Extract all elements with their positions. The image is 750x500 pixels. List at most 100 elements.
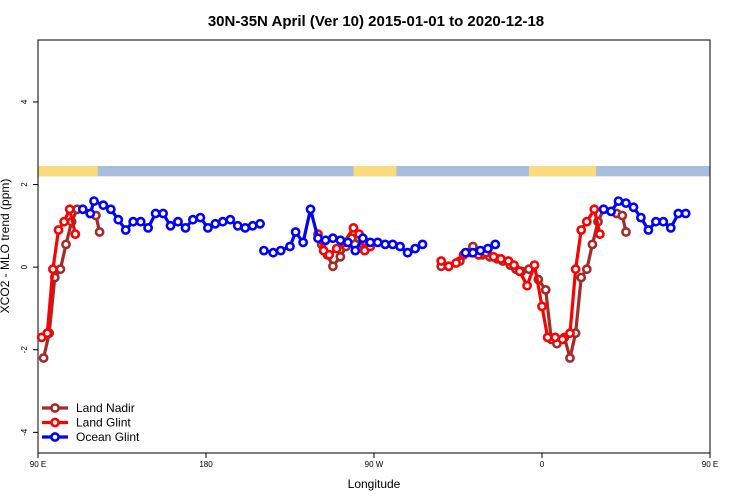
- x-tick-label-3: 0: [540, 460, 545, 469]
- point-land-nadir-0-0: [38, 353, 49, 363]
- point-ocean-glint-3-8: [658, 216, 669, 227]
- point-ocean-glint-1-19: [402, 247, 413, 258]
- point-ocean-glint-3-1: [606, 206, 616, 217]
- point-ocean-glint-0-10: [150, 208, 161, 219]
- point-ocean-glint-0-24: [255, 218, 265, 229]
- point-ocean-glint-3-5: [636, 212, 646, 223]
- point-ocean-glint-1-9: [327, 233, 338, 244]
- point-ocean-glint-3-0: [598, 204, 609, 215]
- point-ocean-glint-2-3: [482, 243, 493, 254]
- point-ocean-glint-0-15: [187, 214, 198, 225]
- series-ocean-glint: [77, 196, 691, 258]
- point-land-glint-2-23: [595, 229, 605, 239]
- point-land-nadir-3-8: [581, 264, 592, 275]
- x-tick-label-4: 90 E: [702, 460, 718, 469]
- point-ocean-glint-1-20: [410, 243, 420, 254]
- point-ocean-glint-2-2: [475, 245, 486, 256]
- legend-label-land-nadir: Land Nadir: [76, 401, 135, 415]
- point-ocean-glint-1-0: [258, 245, 269, 256]
- point-land-glint-2-15: [542, 332, 553, 343]
- point-ocean-glint-0-19: [217, 216, 228, 227]
- point-land-glint-2-22: [589, 204, 600, 215]
- point-land-nadir-0-9: [94, 227, 105, 237]
- point-ocean-glint-1-7: [313, 233, 323, 244]
- point-land-nadir-3-9: [587, 239, 598, 250]
- point-ocean-glint-3-11: [680, 208, 691, 219]
- y-tick-label-2: 0: [20, 264, 29, 269]
- x-tick-label-0: 90 E: [30, 460, 46, 469]
- point-ocean-glint-0-8: [135, 216, 146, 227]
- point-land-nadir-1-2: [327, 261, 338, 272]
- point-land-glint-1-5: [348, 222, 359, 233]
- point-land-glint-0-4: [59, 216, 69, 227]
- point-ocean-glint-1-15: [372, 237, 383, 248]
- point-ocean-glint-0-20: [225, 214, 236, 225]
- point-land-glint-2-8: [495, 253, 506, 264]
- point-ocean-glint-1-21: [417, 239, 428, 250]
- legend-label-land-glint: Land Glint: [76, 416, 131, 430]
- point-land-nadir-3-7: [576, 272, 587, 283]
- point-ocean-glint-0-16: [195, 212, 206, 223]
- point-land-glint-2-20: [576, 225, 587, 235]
- point-land-glint-1-3: [331, 243, 342, 254]
- point-ocean-glint-1-16: [380, 239, 391, 250]
- point-ocean-glint-3-3: [621, 198, 631, 208]
- point-ocean-glint-2-4: [490, 239, 501, 250]
- y-axis: -4 -2 0 2 4: [20, 99, 38, 436]
- point-land-glint-1-2: [324, 249, 335, 260]
- point-land-glint-0-2: [48, 264, 58, 275]
- point-land-glint-2-1: [443, 261, 454, 272]
- point-ocean-glint-0-4: [105, 204, 116, 215]
- x-tick-label-1: 180: [199, 460, 213, 469]
- x-axis-label: Longitude: [348, 477, 401, 491]
- point-ocean-glint-0-11: [158, 208, 168, 219]
- point-ocean-glint-0-6: [120, 225, 131, 235]
- legend-marker-ocean-glint: [50, 432, 60, 442]
- point-land-nadir-1-3: [335, 251, 346, 262]
- legend-marker-land-nadir: [50, 403, 60, 413]
- point-ocean-glint-0-18: [210, 218, 221, 229]
- point-ocean-glint-1-11: [342, 237, 353, 248]
- point-ocean-glint-0-14: [180, 222, 191, 233]
- point-ocean-glint-0-23: [247, 220, 258, 231]
- legend-label-ocean-glint: Ocean Glint: [76, 430, 140, 444]
- point-ocean-glint-3-6: [643, 225, 654, 235]
- point-land-nadir-0-4: [61, 239, 71, 250]
- point-ocean-glint-1-12: [350, 245, 361, 256]
- y-tick-label-1: -2: [20, 346, 29, 354]
- x-tick-label-2: 90 W: [365, 460, 384, 469]
- point-land-glint-2-10: [509, 260, 519, 270]
- point-ocean-glint-1-18: [395, 241, 405, 252]
- point-land-glint-2-11: [514, 266, 525, 277]
- y-tick-label-4: 4: [20, 99, 29, 104]
- land-band-0: [38, 165, 98, 177]
- y-tick-label-0: -4: [20, 428, 29, 436]
- point-ocean-glint-1-2: [275, 245, 286, 256]
- point-ocean-glint-0-2: [89, 196, 99, 206]
- point-land-glint-2-18: [565, 328, 575, 339]
- point-ocean-glint-0-1: [85, 208, 96, 219]
- point-ocean-glint-1-10: [335, 235, 346, 246]
- point-ocean-glint-3-2: [613, 196, 624, 206]
- point-land-glint-2-13: [529, 260, 540, 270]
- land-band-1: [353, 165, 397, 177]
- point-ocean-glint-1-13: [357, 233, 368, 244]
- point-ocean-glint-3-9: [665, 222, 676, 233]
- point-ocean-glint-1-3: [285, 241, 295, 252]
- point-land-glint-2-0: [436, 256, 447, 266]
- legend-marker-land-glint: [50, 417, 60, 428]
- x-axis: 90 E 180 90 W 0 90 E: [30, 453, 718, 469]
- point-land-glint-2-12: [522, 280, 532, 291]
- point-ocean-glint-1-1: [268, 247, 279, 258]
- chart-title: 30N-35N April (Ver 10) 2015-01-01 to 202…: [208, 13, 544, 30]
- point-land-glint-2-16: [550, 332, 560, 343]
- point-ocean-glint-0-22: [240, 222, 251, 233]
- point-ocean-glint-0-9: [143, 222, 153, 233]
- point-land-glint-0-3: [53, 225, 64, 235]
- land-band-2: [528, 165, 597, 177]
- surface-band: [38, 165, 710, 177]
- point-ocean-glint-0-3: [98, 200, 109, 211]
- point-ocean-glint-1-4: [290, 227, 301, 237]
